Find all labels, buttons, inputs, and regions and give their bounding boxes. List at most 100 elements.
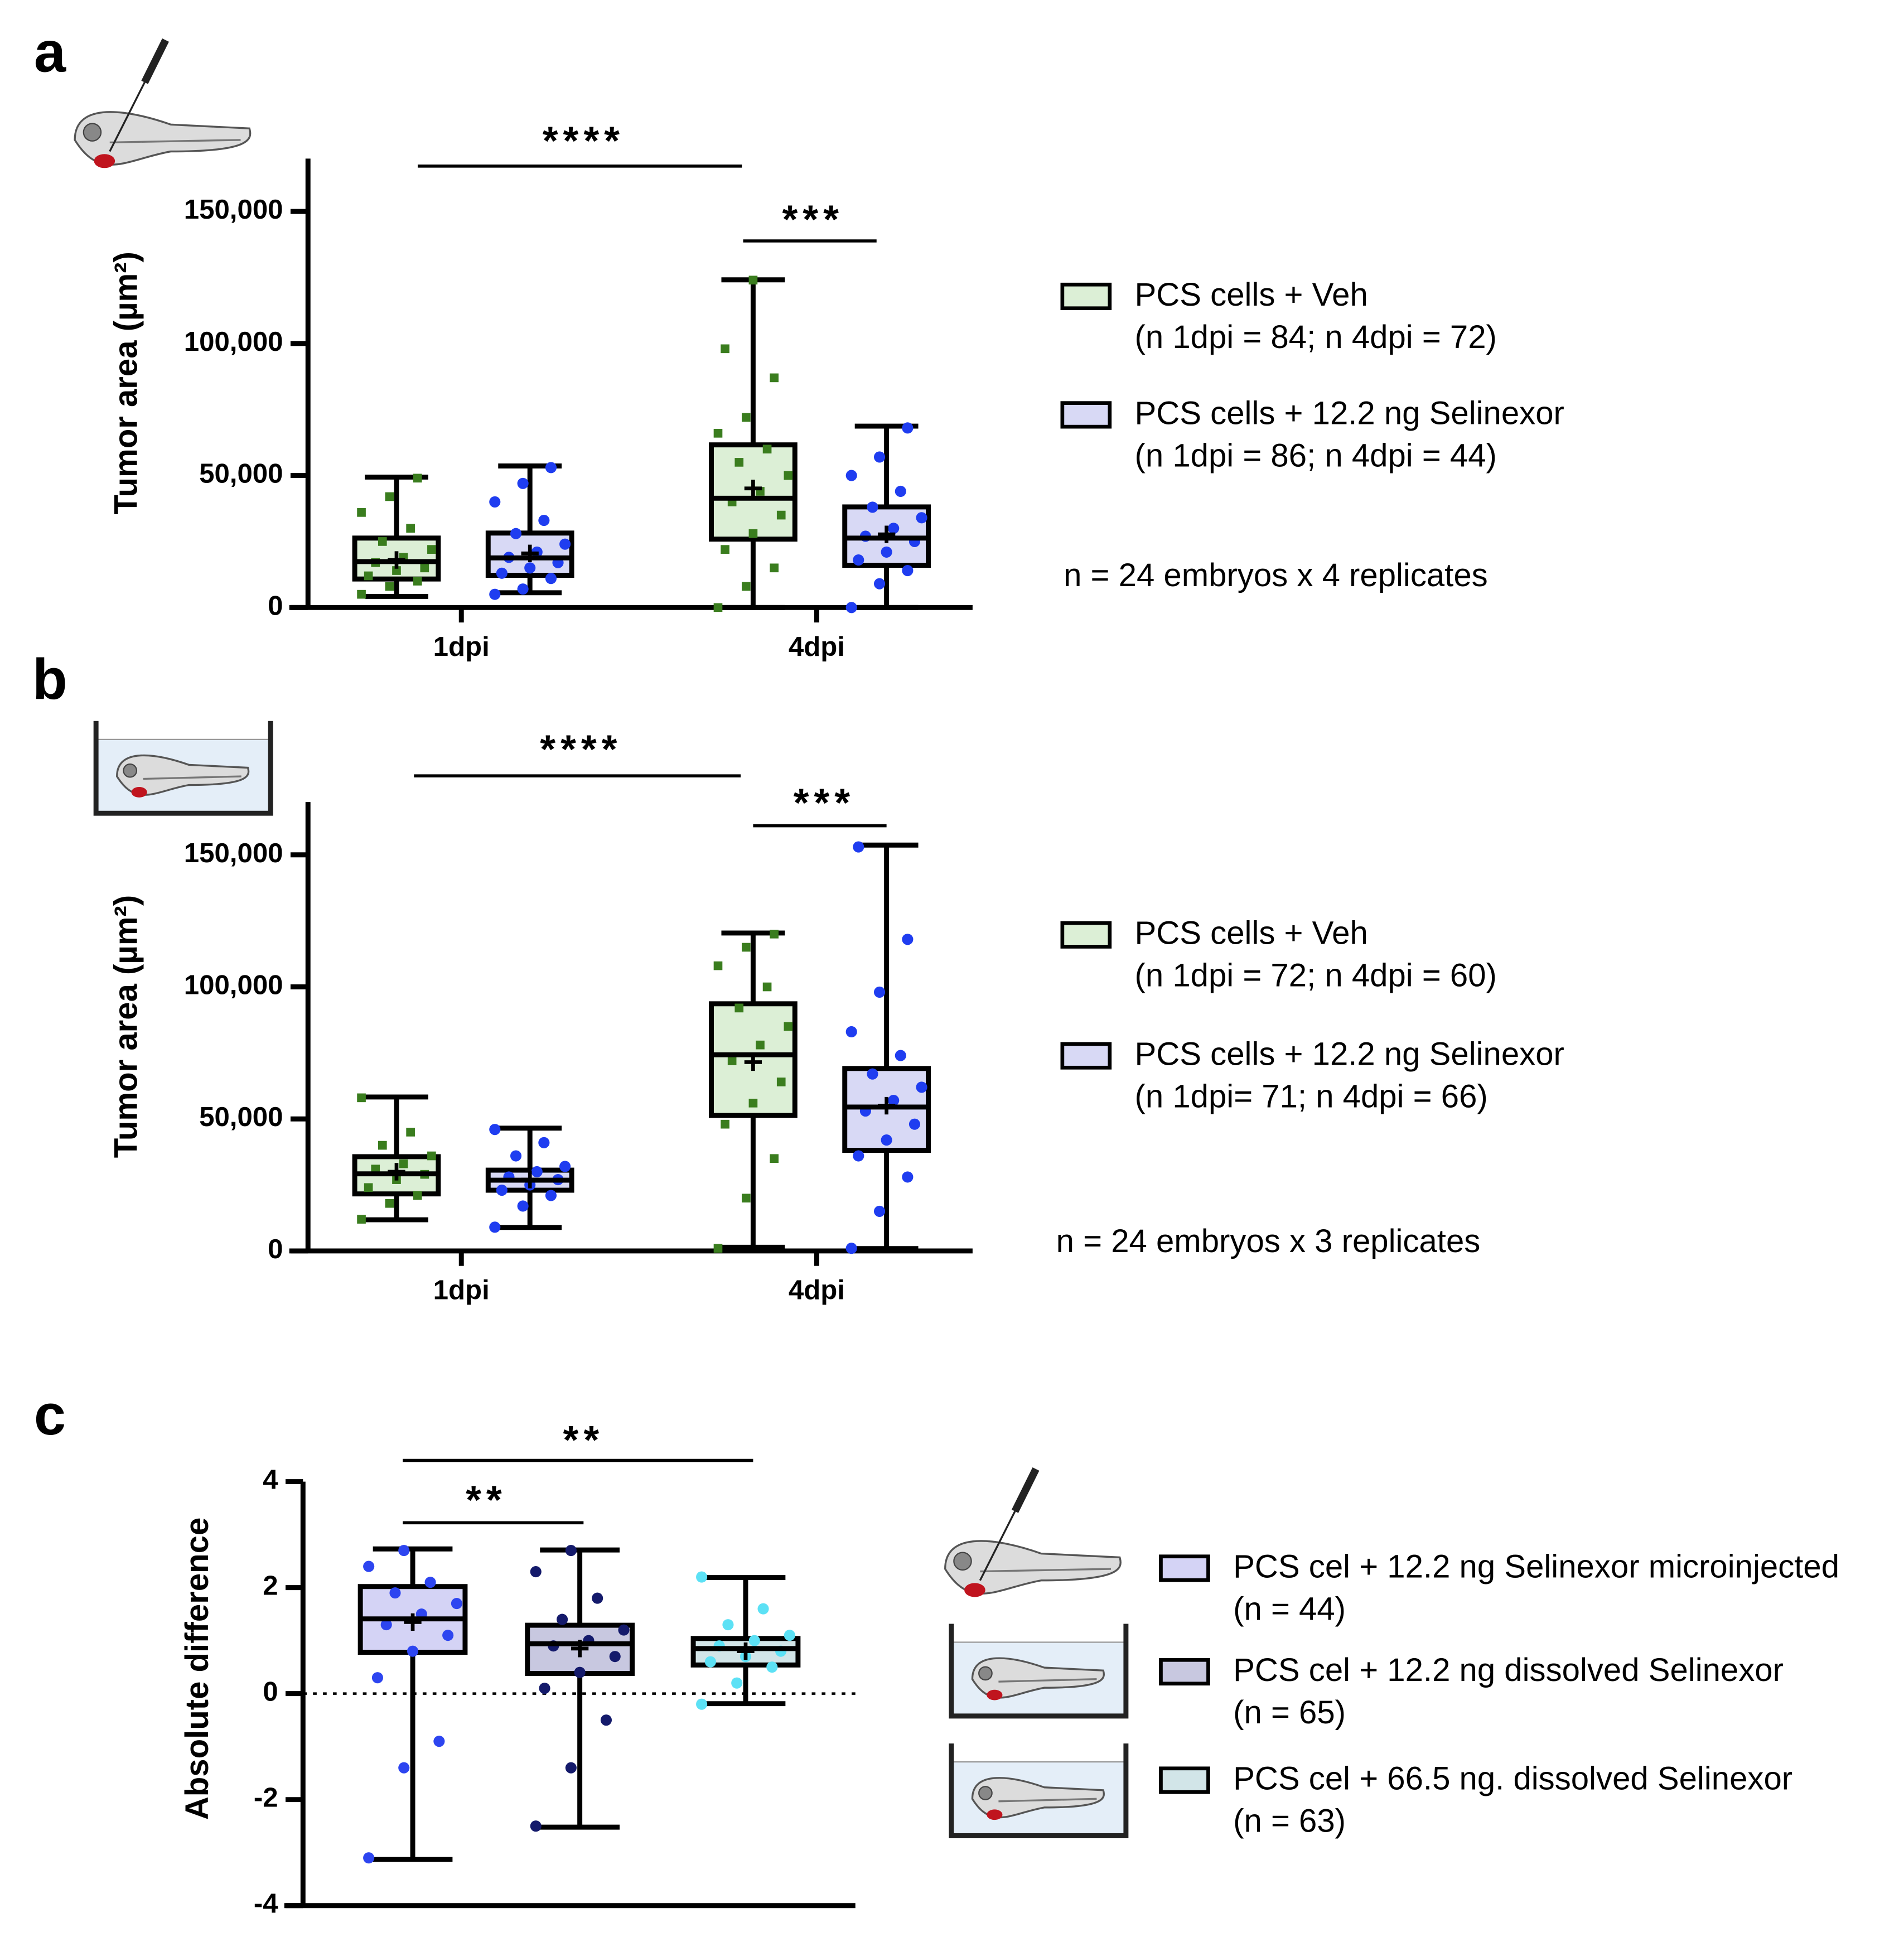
legend-swatch bbox=[1159, 1766, 1210, 1794]
dish bbox=[949, 1624, 1129, 1719]
point bbox=[427, 545, 436, 554]
legend-label: PCS cells + 12.2 ng Selinexor bbox=[1135, 1036, 1564, 1072]
point bbox=[427, 1151, 436, 1161]
point bbox=[734, 458, 744, 467]
point bbox=[881, 1134, 892, 1146]
x-tick-label: 1dpi bbox=[433, 1275, 490, 1306]
point bbox=[398, 1545, 410, 1557]
point bbox=[902, 1171, 914, 1183]
point bbox=[399, 1159, 408, 1168]
legend-swatch bbox=[1159, 1554, 1210, 1582]
point bbox=[363, 1852, 375, 1864]
fish-line bbox=[109, 139, 241, 144]
mean bbox=[877, 525, 896, 543]
footnote: n = 24 embryos x 3 replicates bbox=[1056, 1223, 1481, 1259]
point bbox=[895, 485, 906, 497]
point bbox=[378, 537, 387, 546]
legend-label: PCS cel + 12.2 ng dissolved Selinexor bbox=[1233, 1652, 1784, 1688]
point bbox=[908, 1118, 921, 1130]
legend-note: (n = 63) bbox=[1233, 1803, 1346, 1839]
point bbox=[713, 429, 723, 438]
point bbox=[853, 1150, 864, 1162]
point bbox=[559, 1161, 571, 1172]
point bbox=[721, 344, 729, 354]
mean bbox=[877, 1096, 896, 1115]
point bbox=[748, 276, 758, 285]
point bbox=[895, 1050, 906, 1061]
y-axis-label: Tumor area (µm²) bbox=[108, 252, 144, 515]
point bbox=[565, 1545, 577, 1557]
point bbox=[451, 1598, 462, 1610]
legend-label: PCS cel + 66.5 ng. dissolved Selinexor bbox=[1233, 1761, 1792, 1797]
point bbox=[489, 496, 501, 508]
y-tick-label: 100,000 bbox=[184, 969, 283, 1000]
y-axis-label: Tumor area (µm²) bbox=[108, 895, 144, 1158]
point bbox=[757, 1603, 769, 1615]
fish-line bbox=[998, 1798, 1097, 1803]
point bbox=[565, 1762, 577, 1774]
point bbox=[734, 1003, 744, 1013]
mean bbox=[521, 544, 539, 562]
point bbox=[424, 1577, 436, 1588]
tumor bbox=[987, 1689, 1003, 1700]
point bbox=[845, 1243, 857, 1254]
point bbox=[530, 1566, 542, 1578]
mean bbox=[521, 1171, 539, 1189]
point bbox=[902, 564, 914, 577]
point bbox=[845, 602, 857, 613]
point bbox=[539, 1683, 550, 1694]
point bbox=[559, 538, 571, 550]
y-axis-label: Absolute difference bbox=[179, 1518, 215, 1820]
fish-eye bbox=[953, 1552, 972, 1571]
point bbox=[371, 1165, 380, 1174]
sig-stars: ** bbox=[563, 1418, 605, 1462]
point bbox=[378, 1141, 387, 1150]
mean bbox=[744, 480, 762, 497]
point bbox=[545, 573, 557, 584]
panel-label: a bbox=[34, 20, 66, 84]
legend-note: (n 1dpi = 72; n 4dpi = 60) bbox=[1135, 958, 1497, 994]
point bbox=[873, 1205, 886, 1217]
y-tick-label: -2 bbox=[254, 1782, 278, 1813]
point bbox=[398, 1762, 410, 1774]
tumor bbox=[964, 1583, 985, 1597]
point bbox=[867, 501, 878, 513]
panel-label: c bbox=[34, 1383, 66, 1447]
legend-note: (n 1dpi = 84; n 4dpi = 72) bbox=[1135, 319, 1497, 355]
point bbox=[489, 1221, 501, 1233]
point bbox=[888, 1095, 900, 1107]
point bbox=[748, 529, 758, 538]
point bbox=[845, 1026, 857, 1038]
point bbox=[756, 1040, 765, 1050]
point bbox=[545, 462, 557, 474]
needle bbox=[109, 81, 146, 152]
y-tick-label: 0 bbox=[263, 1677, 278, 1707]
fish-icon bbox=[116, 754, 250, 796]
fish-icon bbox=[944, 1540, 1122, 1595]
point bbox=[357, 1215, 366, 1224]
legend-swatch bbox=[1060, 401, 1112, 429]
legend-label: PCS cells + 12.2 ng Selinexor bbox=[1135, 395, 1564, 431]
point bbox=[364, 571, 373, 581]
fish-icon bbox=[971, 1777, 1105, 1819]
point bbox=[489, 1124, 501, 1136]
point bbox=[696, 1571, 708, 1583]
mean bbox=[744, 1053, 762, 1071]
point bbox=[600, 1714, 612, 1726]
point bbox=[517, 477, 529, 489]
point bbox=[385, 492, 394, 501]
point bbox=[741, 413, 751, 422]
point bbox=[873, 578, 886, 590]
point bbox=[574, 1666, 586, 1678]
point bbox=[389, 1587, 401, 1599]
dish bbox=[949, 1743, 1129, 1838]
point bbox=[545, 1190, 557, 1201]
fish-icon bbox=[74, 111, 252, 166]
tumor bbox=[987, 1809, 1003, 1820]
y-tick-label: 50,000 bbox=[199, 1101, 283, 1132]
point bbox=[704, 1656, 716, 1668]
dish bbox=[93, 721, 273, 816]
legend-swatch bbox=[1060, 282, 1112, 311]
